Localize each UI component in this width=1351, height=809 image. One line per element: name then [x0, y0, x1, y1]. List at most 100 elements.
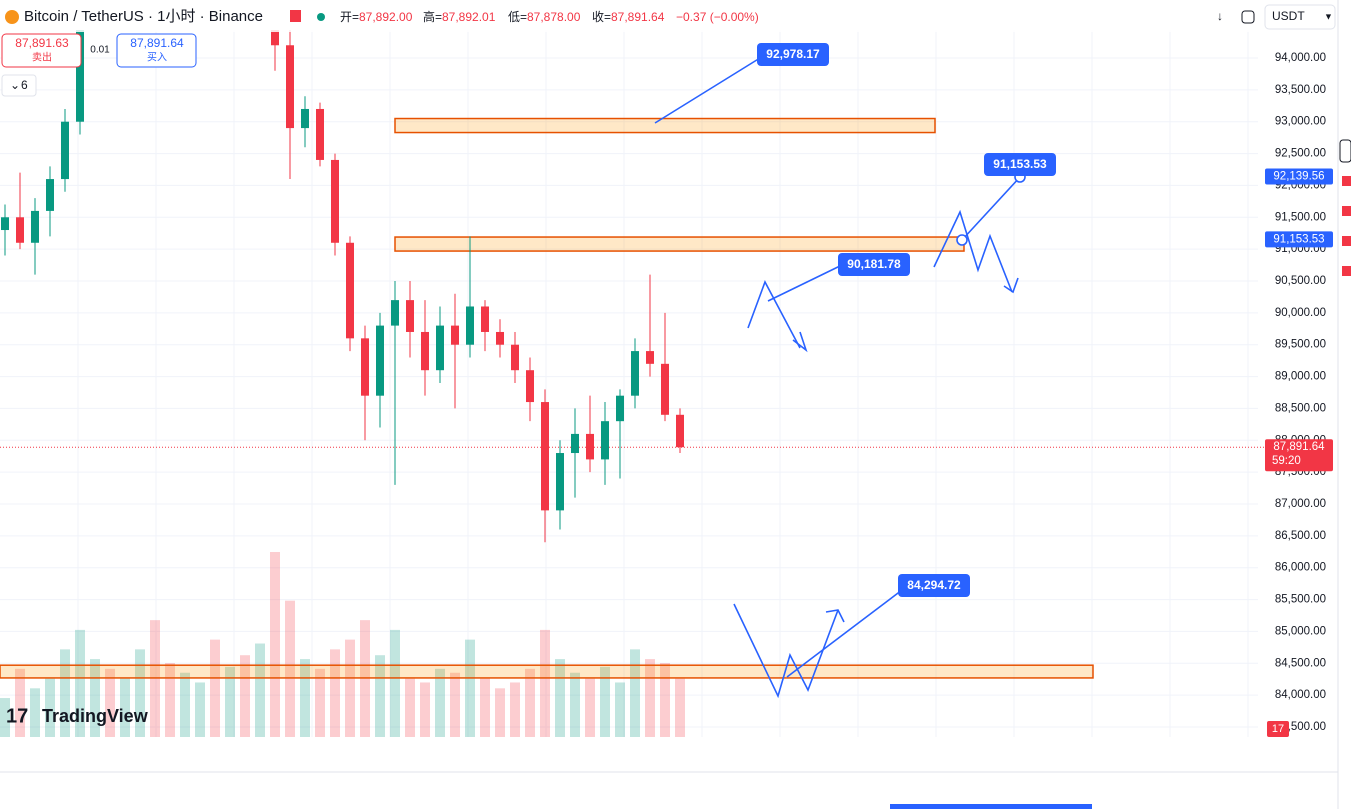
side-flag[interactable] — [1342, 266, 1351, 276]
ohlc: 开= 87,892.00 高= 87,892.01 低= 87,878.00 收= 87,89… — [340, 9, 665, 24]
logo-mark: 17 — [6, 705, 28, 727]
volume-bar — [525, 668, 535, 737]
volume-bar — [570, 672, 580, 737]
label-box — [984, 153, 1056, 176]
annotation: 92,978.17 — [766, 47, 820, 61]
volume-bar — [30, 688, 40, 737]
currency-select[interactable] — [1264, 4, 1336, 30]
volume-bar — [675, 678, 685, 737]
buy-price[interactable]: 87,891.64 — [130, 36, 184, 50]
indicator-count[interactable]: 6 — [21, 78, 28, 92]
sell-button[interactable] — [1, 33, 82, 68]
volume — [0, 552, 685, 737]
candle-body — [271, 30, 279, 46]
volume-bar — [405, 678, 415, 737]
side-icon[interactable] — [1339, 139, 1351, 163]
volume-bar — [615, 682, 625, 737]
candle-body — [31, 210, 39, 243]
candle-body — [61, 121, 69, 180]
y-tick-label: 88,500.00 — [1275, 402, 1326, 414]
candle-body — [406, 300, 414, 332]
candle-body — [286, 45, 294, 129]
scrollbar[interactable] — [890, 804, 1092, 809]
volume-bar — [645, 659, 655, 737]
volume-bar — [345, 639, 355, 737]
buy-button[interactable] — [116, 33, 197, 68]
volume-bar — [240, 655, 250, 737]
chevron[interactable]: ⌄ — [10, 78, 20, 92]
side-flag[interactable] — [1342, 176, 1351, 186]
flag-icon[interactable] — [290, 10, 301, 22]
volume-badge — [1267, 721, 1289, 737]
candle-body — [541, 402, 549, 511]
annotation: 91,153.53 — [993, 157, 1047, 171]
arrow-head — [792, 331, 808, 353]
zone — [394, 117, 936, 134]
volume-bar — [660, 663, 670, 737]
candle-body — [526, 370, 534, 403]
zone — [394, 236, 965, 252]
candle-body — [76, 30, 84, 122]
candle-body — [481, 306, 489, 332]
volume-bar — [165, 663, 175, 737]
volume-bar — [285, 600, 295, 737]
price-badge-label: 91,153.53 — [1273, 233, 1324, 245]
volume-bar — [585, 678, 595, 737]
dropdown-arrow[interactable]: ▼ — [1324, 11, 1333, 21]
volume-bar — [510, 682, 520, 737]
annotation: 90,181.78 — [847, 257, 901, 271]
y-tick-label: 85,000.00 — [1275, 625, 1326, 637]
header-bg — [0, 0, 1258, 32]
volume-bar — [600, 666, 610, 737]
buy-label[interactable]: 买入 — [147, 52, 167, 64]
candle-body — [316, 108, 324, 160]
price-badge-label: 92,139.56 — [1273, 171, 1324, 183]
volume-bar — [0, 698, 10, 737]
volume-bar — [420, 682, 430, 737]
volume-bar — [120, 678, 130, 737]
download-icon[interactable]: ↓ — [1217, 9, 1223, 23]
volume-bar — [435, 668, 445, 737]
ohlc-label: 高= — [423, 9, 442, 24]
logo: 17 TradingView — [6, 705, 149, 727]
price-badge-label: 87,891.64 — [1273, 441, 1325, 453]
candle-body — [331, 159, 339, 243]
currency[interactable]: USDT — [1272, 9, 1305, 23]
volume-bar — [225, 666, 235, 737]
arrow-head — [825, 609, 845, 623]
leader — [767, 264, 843, 302]
candle-body — [616, 395, 624, 422]
label-box — [757, 43, 829, 66]
annotation: 84,294.72 — [907, 578, 961, 592]
indicators-toggle[interactable] — [1, 74, 37, 97]
candle-body — [436, 325, 444, 371]
zone — [0, 664, 1094, 679]
refresh-icon[interactable] — [1241, 10, 1255, 24]
candle-body — [391, 300, 399, 326]
coin-icon — [5, 10, 19, 24]
y-tick-label: 85,500.00 — [1275, 594, 1326, 606]
volume-bar — [90, 659, 100, 737]
y-tick-label: 86,500.00 — [1275, 530, 1326, 542]
volume-bar — [15, 668, 25, 737]
candle-body — [571, 433, 579, 454]
candle-body — [361, 338, 369, 396]
price-badge — [1265, 439, 1333, 472]
y-tick-label: 84,500.00 — [1275, 657, 1326, 669]
candle-body — [466, 306, 474, 345]
y-tick-label: 92,500.00 — [1275, 148, 1326, 160]
y-tick-label: 84,000.00 — [1275, 689, 1326, 701]
candle-body — [661, 363, 669, 415]
y-tick-label: 86,000.00 — [1275, 562, 1326, 574]
sell-price[interactable]: 87,891.63 — [15, 36, 69, 50]
side-flag[interactable] — [1342, 236, 1351, 246]
candle-body — [646, 351, 654, 364]
candle-body — [511, 344, 519, 371]
grid — [0, 30, 1265, 737]
volume-bar — [315, 668, 325, 737]
candle-body — [346, 242, 354, 339]
ohlc-label: 开= — [340, 10, 359, 24]
sell-label[interactable]: 卖出 — [32, 51, 52, 64]
volume-bar — [180, 672, 190, 737]
side-flag[interactable] — [1342, 206, 1351, 216]
